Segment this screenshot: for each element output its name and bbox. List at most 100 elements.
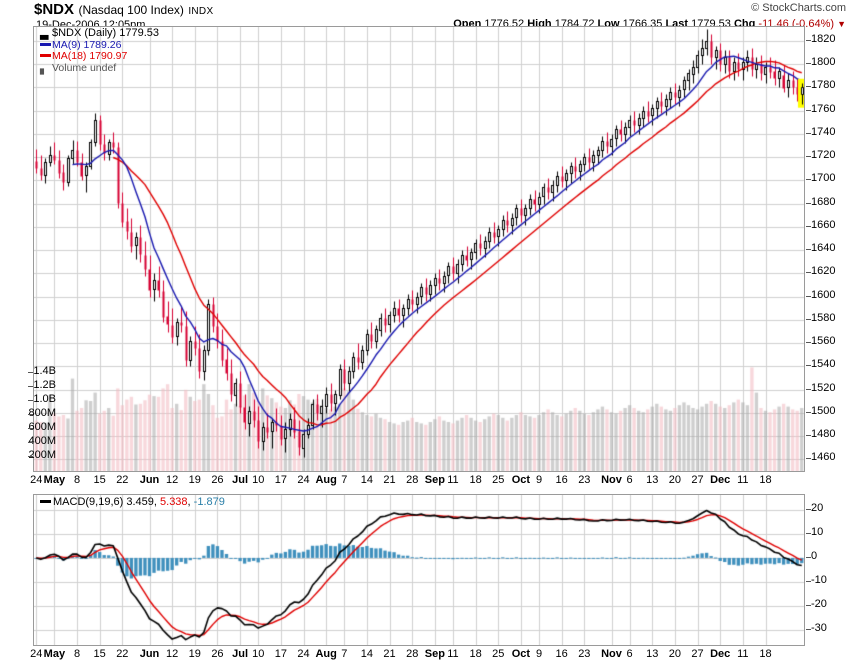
price-axis-tickmark <box>806 389 811 390</box>
macd-axis-tickmark <box>806 533 811 534</box>
x-axis-day-label: 9 <box>535 648 543 660</box>
price-axis-tick: 1460 <box>811 451 836 464</box>
price-x-axis: 24 May 8 15 22 Jun 12 19 26 Jul 10 17 24 Aug 7 14 21 28 Se… <box>0 474 850 490</box>
volume-axis-tick: 800M <box>28 407 56 419</box>
volume-axis-tickmark <box>28 372 33 373</box>
volume-axis-tick: 400M <box>28 435 56 447</box>
candlestick-icon: ▃ <box>40 28 49 40</box>
price-axis-tickmark <box>806 133 811 134</box>
x-axis-month-label: Jul <box>232 648 249 660</box>
price-axis-tick: 1580 <box>811 311 836 324</box>
x-axis-day-label: 14 <box>360 648 374 660</box>
down-arrow-icon: ▼ <box>837 19 846 29</box>
macd-chart-panel[interactable] <box>33 494 805 646</box>
x-axis-month-label: Jul <box>232 474 249 486</box>
x-axis-day-label: 10 <box>252 474 265 486</box>
x-axis-day-label: 26 <box>211 474 224 486</box>
volume-axis-tick: 1.2B <box>33 379 56 391</box>
x-axis-day-label: 6 <box>626 474 633 486</box>
price-axis-tickmark <box>806 272 811 273</box>
macd-axis-tick: -30 <box>811 622 827 635</box>
price-axis-tick: 1780 <box>811 79 836 92</box>
price-axis-tickmark <box>806 179 811 180</box>
x-axis-month-label: May <box>43 474 66 486</box>
price-axis-tick: 1740 <box>811 125 836 138</box>
price-axis-tick: 1620 <box>811 265 836 278</box>
x-axis-day-label: 6 <box>626 648 633 660</box>
macd-signal-value: 5.338 <box>160 496 188 508</box>
volume-axis-tickmark <box>28 400 33 401</box>
volume-bars-icon: ▖ <box>40 62 49 75</box>
price-axis-tickmark <box>806 249 811 250</box>
x-axis-day-label: 16 <box>555 474 568 486</box>
ma18-color-swatch-icon <box>40 54 51 58</box>
price-axis-tick: 1820 <box>811 32 836 45</box>
x-axis-day-label: 12 <box>166 648 179 660</box>
x-axis-month-label: May <box>43 648 66 660</box>
x-axis-day-label: 10 <box>252 648 265 660</box>
macd-axis-tickmark <box>806 629 811 630</box>
x-axis-month-label: Jun <box>139 648 160 660</box>
x-axis-day-label: 8 <box>73 474 81 486</box>
price-chart-panel[interactable] <box>33 26 805 472</box>
x-axis-day-label: 7 <box>341 648 348 660</box>
volume-axis-tickmark <box>28 428 33 429</box>
x-axis-day-label: 24 <box>297 474 310 486</box>
x-axis-month-label: Oct <box>511 648 531 660</box>
x-axis-day-label: 11 <box>737 474 749 486</box>
legend-ma9-row: MA(9) 1789.26 <box>40 39 159 52</box>
x-axis-day-label: 15 <box>93 474 106 486</box>
x-axis-day-label: 7 <box>341 474 348 486</box>
price-axis-tick: 1700 <box>811 172 836 185</box>
x-axis-day-label: 16 <box>555 648 568 660</box>
x-axis-day-label: 21 <box>383 648 396 660</box>
x-axis-month-label: Sep <box>424 474 445 486</box>
x-axis-day-label: 22 <box>116 474 129 486</box>
x-axis-day-label: 14 <box>360 474 374 486</box>
macd-legend: MACD(9,19,6) 3.459, 5.338, -1.879 <box>40 496 225 508</box>
price-axis-tick: 1640 <box>811 242 836 255</box>
volume-axis-tick: 1.0B <box>33 393 56 405</box>
x-axis-day-label: 11 <box>737 648 749 660</box>
legend-price-row: ▃ $NDX (Daily) 1779.53 <box>40 27 159 40</box>
symbol-ticker: $NDX <box>34 1 75 18</box>
volume-axis-tick: 1.4B <box>33 365 56 377</box>
macd-axis-tick: 20 <box>811 501 824 514</box>
x-axis-day-label: 20 <box>668 648 682 660</box>
x-axis-day-label: 23 <box>578 648 591 660</box>
x-axis-month-label: Sep <box>424 648 445 660</box>
price-axis-tickmark <box>806 435 811 436</box>
volume-axis-tickmark <box>28 442 33 443</box>
volume-axis-tickmark <box>28 386 33 387</box>
x-axis-month-label: Oct <box>511 474 531 486</box>
price-axis-tickmark <box>806 458 811 459</box>
x-axis-day-label: 26 <box>211 648 224 660</box>
macd-axis-tickmark <box>806 557 811 558</box>
price-axis-tickmark <box>806 110 811 111</box>
price-axis-tick: 1600 <box>811 288 836 301</box>
symbol-name: (Nasdaq 100 Index) <box>78 3 184 17</box>
macd-axis-tick: -20 <box>811 598 827 611</box>
x-axis-day-label: 27 <box>691 648 704 660</box>
x-axis-day-label: 18 <box>469 648 482 660</box>
x-axis-month-label: Nov <box>601 648 622 660</box>
stockcharts-watermark: © StockCharts.com <box>751 2 846 14</box>
macd-x-axis: 24 May 8 15 22 Jun 12 19 26 Jul 10 17 24 Aug 7 14 21 28 Se… <box>0 648 850 664</box>
price-axis-tickmark <box>806 342 811 343</box>
macd-value: 3.459 <box>126 496 154 508</box>
price-axis-tickmark <box>806 86 811 87</box>
price-axis-tick: 1480 <box>811 428 836 441</box>
legend-ma18-label: MA(18) 1790.97 <box>52 50 128 63</box>
price-axis-tick: 1660 <box>811 218 836 231</box>
macd-axis-tick: 10 <box>811 525 824 538</box>
x-axis-month-label: Dec <box>710 648 731 660</box>
price-axis-tick: 1560 <box>811 335 836 348</box>
macd-label: MACD(9,19,6) <box>53 496 124 508</box>
volume-axis-tickmark <box>28 414 33 415</box>
price-axis-tickmark <box>806 296 811 297</box>
x-axis-month-label: Dec <box>710 474 731 486</box>
x-axis-day-label: 17 <box>274 474 287 486</box>
x-axis-day-label: 22 <box>116 648 129 660</box>
x-axis-day-label: 27 <box>691 474 704 486</box>
price-axis-tickmark <box>806 63 811 64</box>
